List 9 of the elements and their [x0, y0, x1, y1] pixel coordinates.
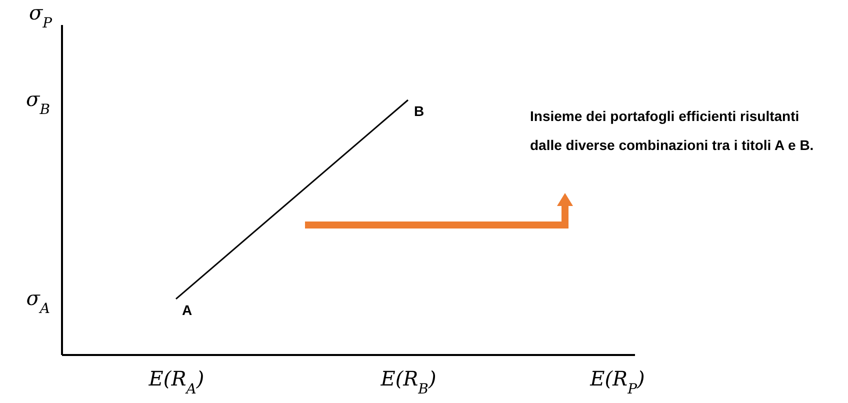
x-tick-label: E(R$_{B}$)	[380, 366, 436, 398]
annotation: B	[414, 103, 424, 119]
annotation: Insieme dei portafogli efficienti risultanti dalle diverse combinazioni tra i titoli A e B.	[530, 107, 815, 155]
x-tick-label: E(R$_{A}$)	[148, 366, 204, 398]
text: σ$_{A}$	[26, 286, 50, 317]
x-axis-title: E(R$_{P}$)	[589, 366, 645, 398]
annotation: A	[182, 302, 192, 318]
text: σ$_{B}$	[26, 87, 50, 118]
y-axis-title: σ$_{P}$	[28, 0, 53, 32]
